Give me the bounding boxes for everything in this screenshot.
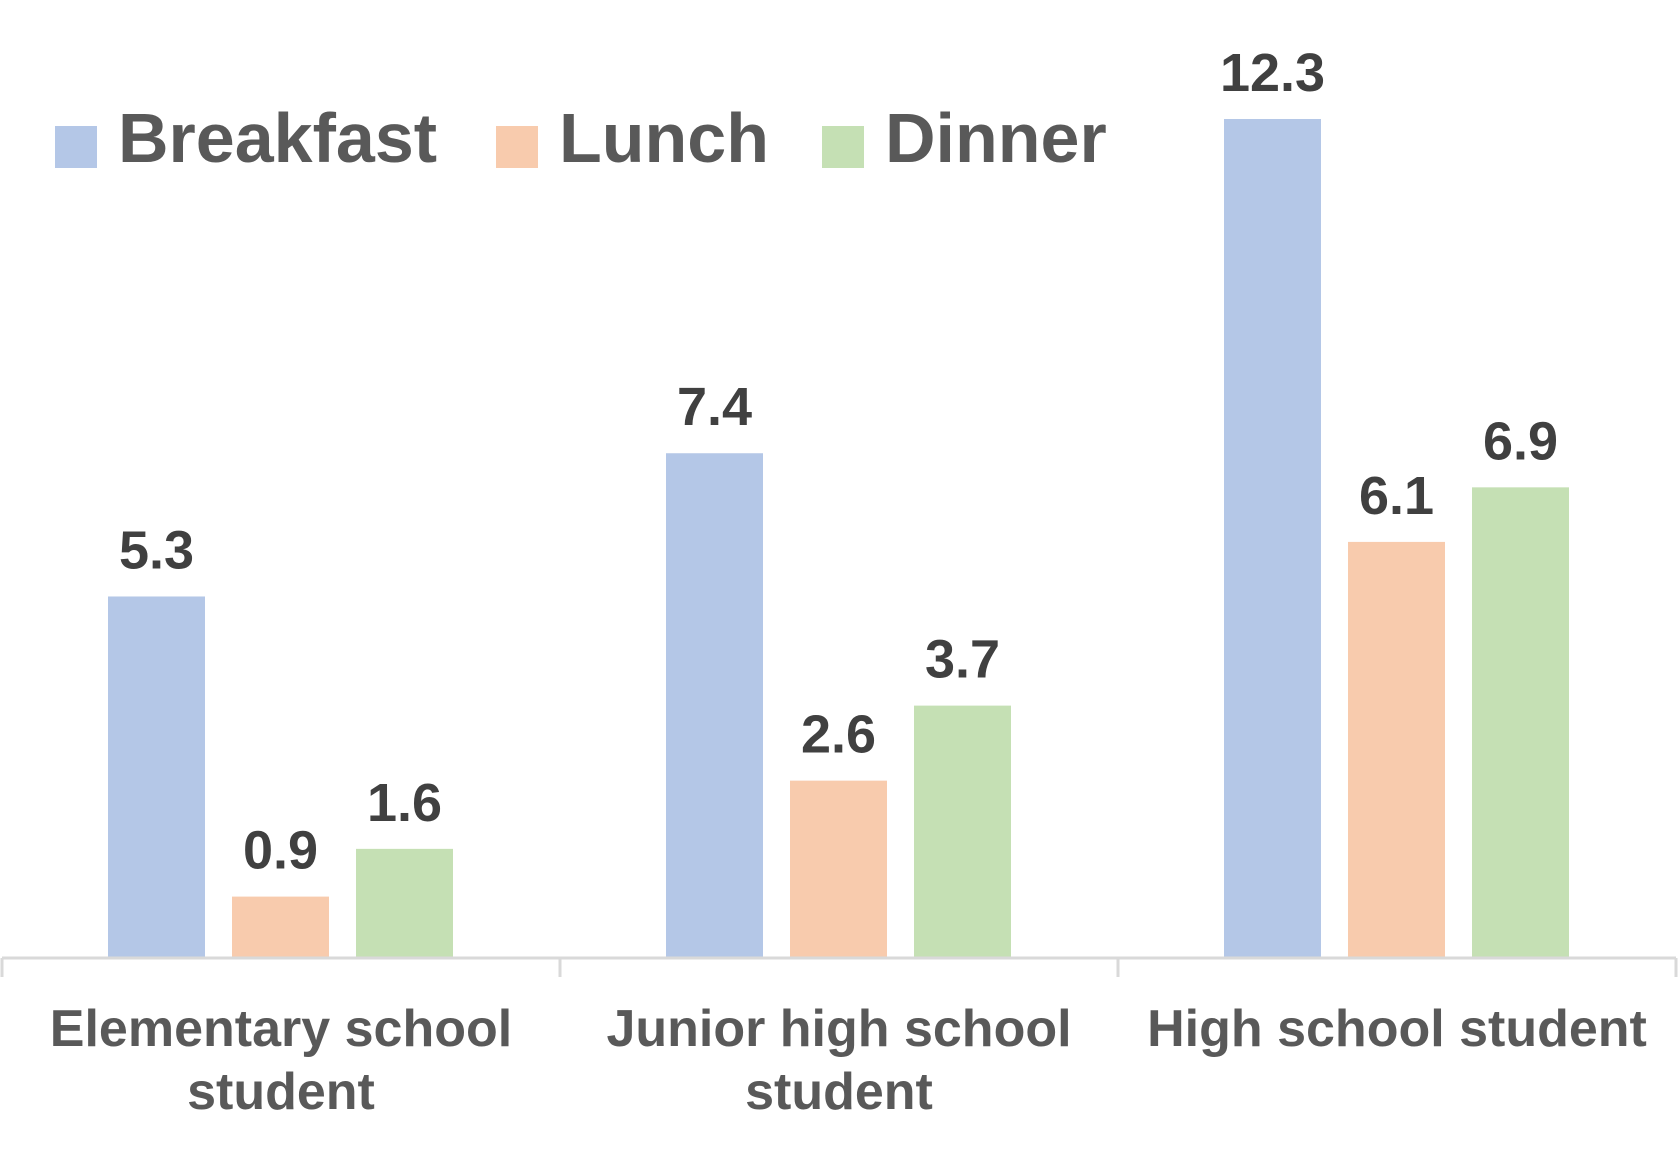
category-label-1: student (745, 1063, 933, 1121)
bar-dinner-0 (356, 848, 453, 958)
data-label-lunch-2: 6.1 (1359, 466, 1434, 526)
legend-label-dinner: Dinner (885, 99, 1107, 177)
category-label-1: Junior high school (606, 1000, 1071, 1058)
data-label-lunch-0: 0.9 (243, 821, 318, 881)
bar-lunch-1 (790, 780, 887, 958)
bar-dinner-2 (1472, 487, 1569, 958)
value-labels-group: 5.3 0.9 1.6 7.4 2.6 3.7 12.3 6.1 6.9 (119, 43, 1558, 881)
bar-breakfast-2 (1224, 119, 1321, 958)
data-label-dinner-2: 6.9 (1483, 411, 1558, 471)
legend: Breakfast Lunch Dinner (55, 99, 1107, 177)
legend-swatch-breakfast (55, 126, 97, 168)
data-label-breakfast-2: 12.3 (1220, 43, 1325, 103)
category-label-0: student (187, 1063, 375, 1121)
bar-dinner-1 (914, 705, 1011, 958)
bar-breakfast-1 (666, 453, 763, 958)
data-label-breakfast-0: 5.3 (119, 520, 194, 580)
bar-lunch-2 (1348, 541, 1445, 958)
legend-label-lunch: Lunch (559, 99, 769, 177)
bar-lunch-0 (232, 896, 329, 958)
legend-swatch-dinner (822, 126, 864, 168)
data-label-dinner-1: 3.7 (925, 630, 1000, 690)
bars-group (108, 119, 1569, 958)
data-label-breakfast-1: 7.4 (677, 377, 752, 437)
data-label-lunch-1: 2.6 (801, 705, 876, 765)
category-label-0: Elementary school (50, 1000, 512, 1058)
legend-label-breakfast: Breakfast (118, 99, 437, 177)
x-axis (0, 956, 1678, 977)
category-label-2: High school student (1147, 1000, 1647, 1058)
data-label-dinner-0: 1.6 (367, 773, 442, 833)
bar-breakfast-0 (108, 596, 205, 958)
legend-swatch-lunch (496, 126, 538, 168)
